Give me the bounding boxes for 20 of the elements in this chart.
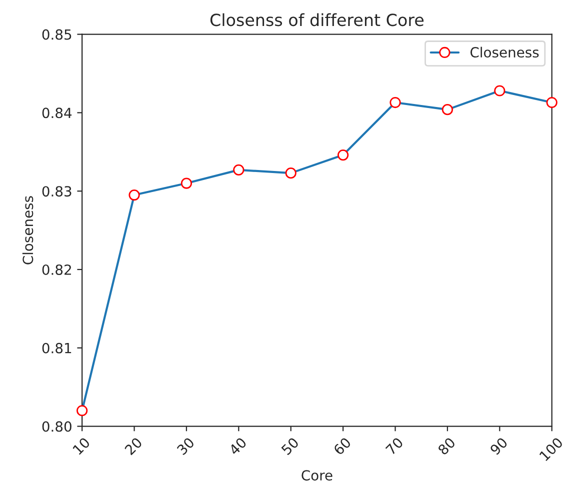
chart-title: Closenss of different Core xyxy=(210,13,424,26)
y-tick-label: 0.80 xyxy=(42,421,72,432)
legend-label: Closeness xyxy=(470,46,539,58)
x-tick-label: 60 xyxy=(332,436,352,456)
y-tick-label: 0.83 xyxy=(42,186,72,197)
x-tick-label: 50 xyxy=(280,436,300,456)
y-tick-label: 0.84 xyxy=(42,108,72,118)
y-tick-label: 0.85 xyxy=(42,29,72,40)
x-tick-label: 70 xyxy=(385,436,404,456)
y-tick-label: 0.81 xyxy=(42,342,72,354)
x-tick-label: 100 xyxy=(538,436,564,462)
x-tick-label: 10 xyxy=(72,436,91,456)
x-tick-label: 90 xyxy=(489,436,508,456)
x-axis-title: Core xyxy=(302,470,332,481)
x-tick-label: 80 xyxy=(437,436,456,456)
x-tick-label: 20 xyxy=(124,436,143,456)
x-tick-label: 40 xyxy=(228,436,248,456)
y-axis-title: Closeness xyxy=(22,196,34,264)
x-tick-label: 30 xyxy=(176,436,195,456)
y-tick-label: 0.82 xyxy=(42,264,71,275)
